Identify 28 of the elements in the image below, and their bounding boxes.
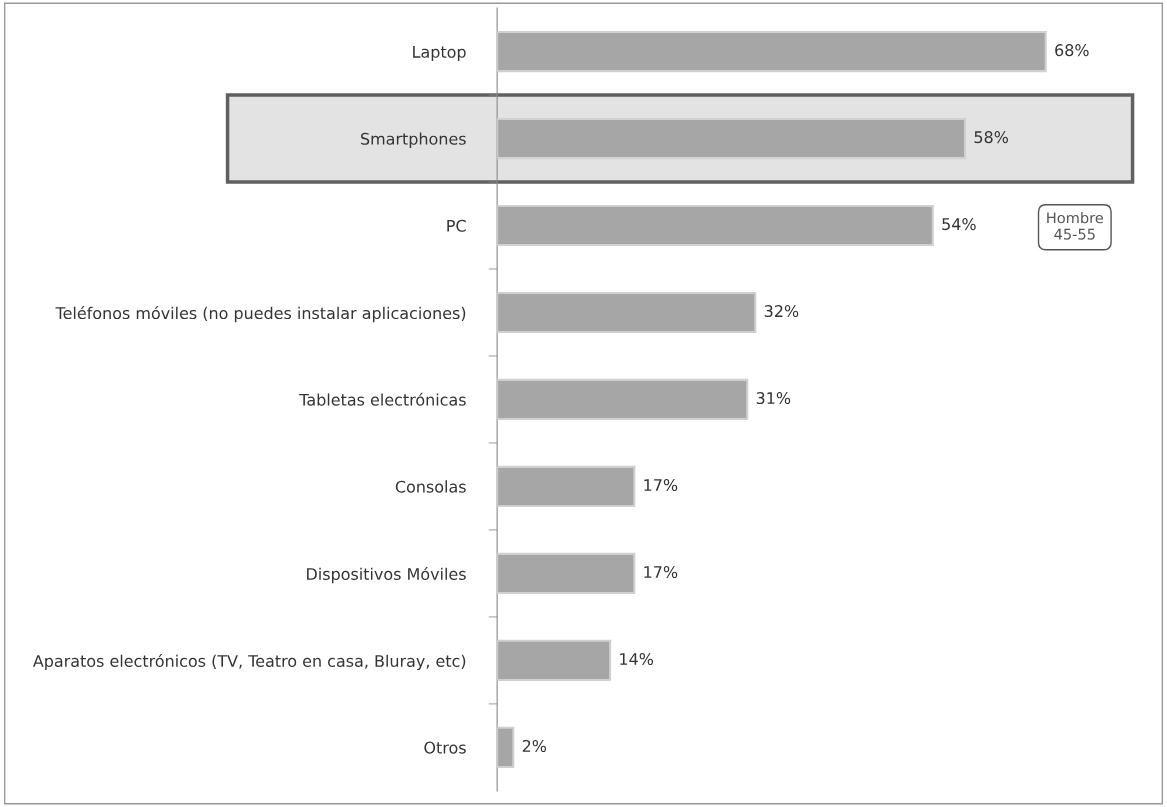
y-tick-label: PC <box>447 219 466 232</box>
bar <box>497 552 636 595</box>
y-tick-label: Otros <box>424 741 466 754</box>
bar <box>497 204 934 247</box>
data-label: 2% <box>522 739 547 753</box>
data-label: 14% <box>620 652 654 666</box>
data-label: 31% <box>756 392 791 405</box>
y-tick-label: Aparatos electrónicos (TV, Teatro en casa, Bluray, etc) <box>32 654 466 671</box>
data-label: 32% <box>764 305 799 318</box>
text: Hombre 45-55 <box>1047 212 1104 240</box>
bar <box>497 726 515 768</box>
data-label: 17% <box>644 565 678 579</box>
y-tick-label: Laptop <box>413 45 466 61</box>
data-label: 68% <box>1055 44 1089 57</box>
bar <box>497 117 967 160</box>
bar <box>497 291 757 334</box>
y-tick-label: Teléfonos móviles (no puedes instalar aplicaciones) <box>55 306 466 323</box>
data-label: 17% <box>644 478 678 492</box>
y-tick-label: Consolas <box>395 480 466 493</box>
bar <box>497 639 612 681</box>
bar <box>497 465 636 508</box>
bar <box>497 378 749 421</box>
data-label: 54% <box>942 218 976 231</box>
data-label: 58% <box>974 131 1009 144</box>
bar <box>497 30 1047 73</box>
y-tick-label: Smartphones <box>361 132 466 148</box>
y-tick-label: Dispositivos Móviles <box>307 567 466 584</box>
y-tick-label: Tabletas electrónicas <box>299 392 466 406</box>
